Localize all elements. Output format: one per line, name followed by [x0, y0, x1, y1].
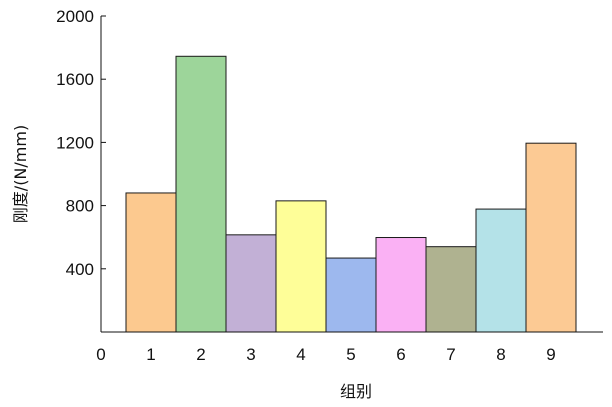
y-tick-label: 400	[66, 260, 94, 279]
x-tick-label: 9	[546, 345, 555, 364]
bar-3	[225, 234, 277, 333]
x-tick-label: 2	[196, 345, 205, 364]
bar-1	[125, 192, 177, 333]
x-ticks-group: 1 2 3 4 5 6 7 8 9	[146, 345, 555, 364]
bar-8	[475, 208, 527, 333]
bar-2	[175, 55, 227, 333]
x-tick-label: 6	[396, 345, 405, 364]
x-tick-label: 8	[496, 345, 505, 364]
x-axis-title: 组别	[340, 382, 372, 401]
bar-9	[525, 142, 577, 333]
y-axis-title: 刚度/(N/mm)	[11, 125, 30, 223]
bar-4	[275, 200, 327, 333]
y-tick-label: 800	[66, 197, 94, 216]
x-tick-label: 4	[296, 345, 305, 364]
bar-7	[425, 246, 477, 333]
x-tick-label: 5	[346, 345, 355, 364]
y-tick-label: 1600	[56, 70, 94, 89]
axes-group	[100, 16, 603, 333]
x-origin-label: 0	[96, 345, 105, 364]
y-ticks-group: 2000 1600 1200 800 400	[56, 7, 106, 279]
bar-6	[375, 237, 427, 333]
x-tick-label: 1	[146, 345, 155, 364]
bar-5	[325, 257, 377, 333]
x-tick-label: 7	[446, 345, 455, 364]
y-tick-label: 1200	[56, 133, 94, 152]
y-tick-label: 2000	[56, 7, 94, 26]
bars-group	[125, 55, 577, 333]
x-tick-label: 3	[246, 345, 255, 364]
